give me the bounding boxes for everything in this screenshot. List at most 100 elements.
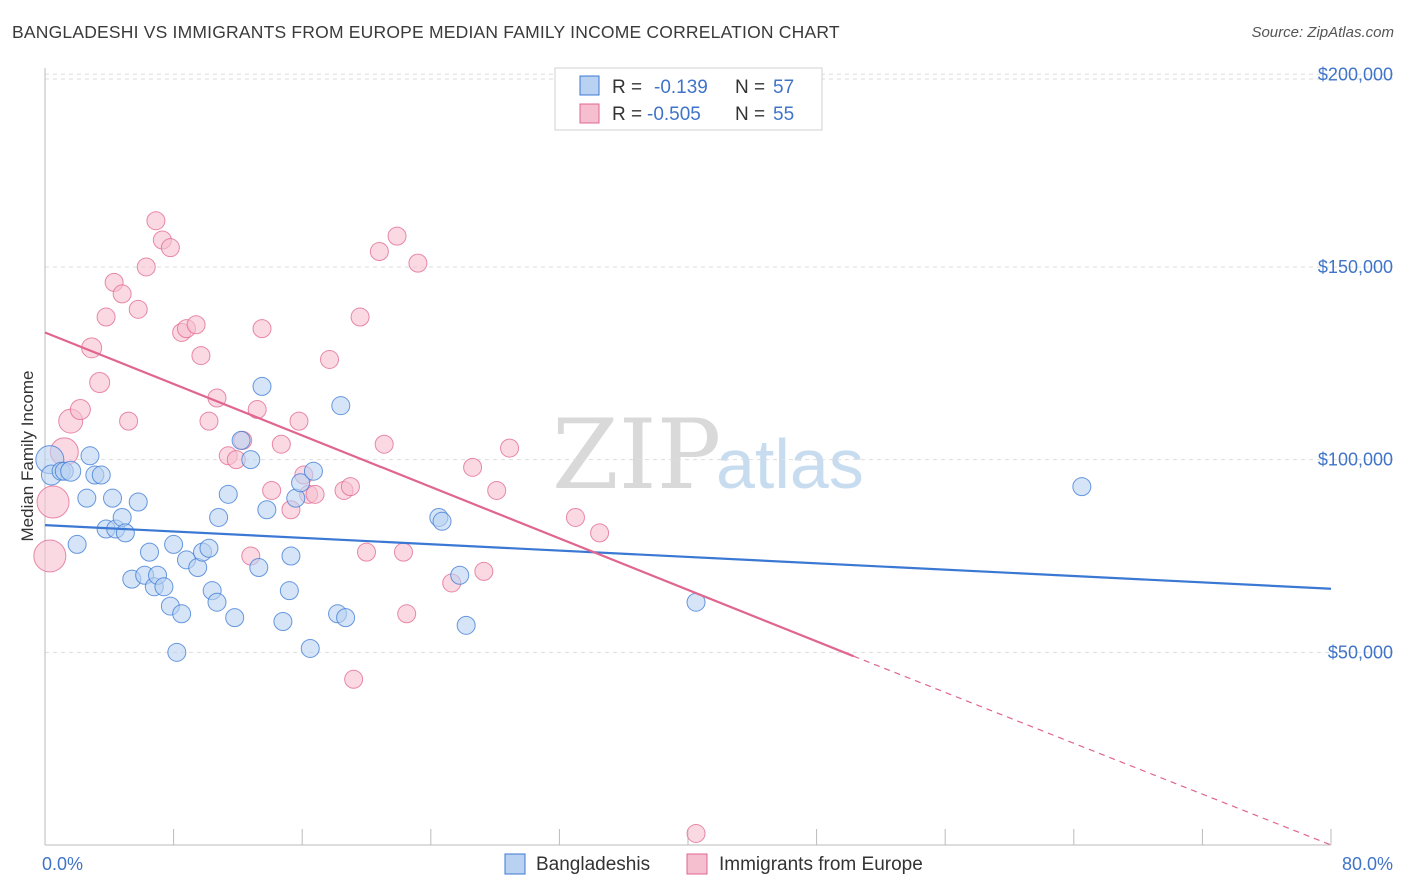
y-axis-title: Median Family Income (18, 370, 37, 541)
legend-r-label-2: R = (612, 104, 642, 125)
bottom-legend-immigrants-from-europe: Immigrants from Europe (719, 854, 923, 875)
y-tick-label: $50,000 (1328, 642, 1393, 662)
scatter-point (136, 257, 156, 277)
legend-r-value-1: -0.139 (654, 77, 708, 98)
x-tick-marks (44, 829, 1332, 845)
scatter-point (77, 488, 97, 508)
scatter-point (450, 565, 470, 585)
scatter-point (305, 484, 325, 504)
scatter-point (303, 461, 323, 481)
bottom-legend-swatch-pink (686, 853, 708, 875)
scatter-point (252, 319, 272, 339)
trend-line-bangladeshis (44, 524, 1332, 590)
scatter-point (336, 608, 356, 628)
scatter-point (33, 539, 67, 573)
scatter-point (331, 396, 351, 416)
watermark-zip: ZIP (552, 399, 721, 511)
scatter-point (112, 507, 132, 527)
scatter-point (128, 299, 148, 319)
scatter-point (199, 538, 219, 558)
scatter-point (199, 411, 219, 431)
y-tick-label: $100,000 (1318, 450, 1393, 470)
legend-swatch-blue (579, 75, 600, 96)
scatter-point (96, 307, 116, 327)
scatter-point (112, 284, 132, 304)
scatter-point (300, 638, 320, 658)
scatter-point (432, 511, 452, 531)
scatter-point (186, 315, 206, 335)
scatter-point (397, 604, 417, 624)
scatter-point (139, 542, 159, 562)
scatter-point (500, 438, 520, 458)
watermark-atlas: atlas (716, 425, 864, 503)
scatter-point (209, 507, 229, 527)
legend-r-value-2: -0.505 (647, 104, 701, 125)
scatter-point (590, 523, 610, 543)
scatter-point (60, 460, 82, 482)
scatter-point (271, 434, 291, 454)
scatter-point (80, 446, 100, 466)
trend-line-immigrants-from-europe (44, 331, 854, 658)
scatter-point (686, 823, 706, 843)
scatter-point (241, 450, 261, 470)
scatter-point (218, 484, 238, 504)
grid-lines (45, 73, 1395, 653)
legend-n-label-1: N = (735, 77, 765, 98)
scatter-point (167, 642, 187, 662)
scatter-point (69, 399, 91, 421)
bottom-legend-swatch-blue (504, 853, 526, 875)
scatter-point (164, 534, 184, 554)
scatter-point (154, 577, 174, 597)
scatter-point (103, 488, 123, 508)
scatter-point (279, 581, 299, 601)
scatter-point (350, 307, 370, 327)
chart-title: BANGLADESHI VS IMMIGRANTS FROM EUROPE ME… (12, 22, 840, 42)
scatter-point (119, 411, 139, 431)
scatter-point (565, 507, 585, 527)
scatter-point (252, 376, 272, 396)
scatter-point (262, 480, 282, 500)
x-tick-label-max: 80.0% (1342, 854, 1393, 874)
chart-source: Source: ZipAtlas.com (1251, 24, 1394, 41)
scatter-point (1072, 477, 1092, 497)
scatter-point (225, 608, 245, 628)
scatter-point (36, 485, 70, 519)
scatter-point (89, 372, 111, 394)
scatter-point (191, 346, 211, 366)
x-tick-label-min: 0.0% (42, 854, 83, 874)
legend-n-value-1: 57 (773, 77, 794, 98)
scatter-point (67, 534, 87, 554)
scatter-point (340, 477, 360, 497)
legend-n-value-2: 55 (773, 104, 794, 125)
scatter-point (374, 434, 394, 454)
trend-line-extension (853, 655, 1332, 846)
bottom-legend: Bangladeshis Immigrants from Europe (504, 853, 923, 875)
scatter-point (115, 523, 135, 543)
scatter-point (408, 253, 428, 273)
scatter-point (320, 349, 340, 369)
scatter-point (369, 242, 389, 262)
scatter-point (344, 669, 364, 689)
scatter-point (357, 542, 376, 562)
scatter-point (128, 492, 148, 512)
scatter-point (160, 238, 180, 258)
scatter-point (172, 604, 192, 624)
trend-lines (44, 331, 1332, 846)
series-immigrants-from-europe (33, 211, 706, 843)
y-tick-labels: $50,000 $100,000 $150,000 $200,000 (1318, 64, 1393, 662)
scatter-point (146, 211, 166, 231)
bottom-legend-bangladeshis: Bangladeshis (536, 854, 650, 875)
scatter-point (393, 542, 413, 562)
legend-r-label-1: R = (612, 77, 642, 98)
legend-swatch-pink (579, 103, 600, 124)
scatter-point (281, 546, 301, 566)
scatter-point (207, 592, 227, 612)
series-bangladeshis (35, 376, 1092, 662)
scatter-point (291, 473, 311, 493)
y-tick-label: $150,000 (1318, 257, 1393, 277)
legend-box: R = -0.139 N = 57 R = -0.505 N = 55 (554, 67, 823, 131)
y-tick-label: $200,000 (1318, 64, 1393, 84)
scatter-point (257, 500, 277, 520)
scatter-point (91, 465, 111, 485)
scatter-point (387, 226, 407, 246)
